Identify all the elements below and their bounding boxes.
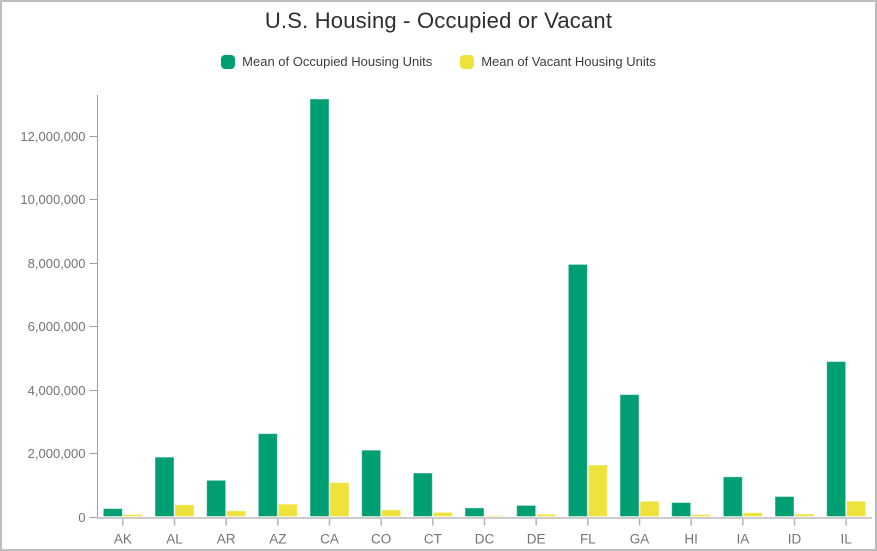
bar-AL-vacant[interactable]	[174, 504, 195, 518]
x-axis-tick-label-HI: HI	[684, 532, 698, 547]
legend-swatch-vacant-icon	[460, 54, 475, 69]
x-axis-tick-label-CO: CO	[371, 532, 391, 547]
bar-AL-occupied[interactable]	[154, 456, 175, 518]
bar-IL-occupied[interactable]	[826, 361, 847, 517]
bar-GA-vacant[interactable]	[639, 500, 660, 518]
bar-AK-occupied[interactable]	[102, 508, 123, 517]
legend-item-occupied[interactable]: Mean of Occupied Housing Units	[221, 54, 432, 69]
bar-GA-occupied[interactable]	[619, 394, 640, 517]
y-axis-tick-label: 4,000,000	[28, 383, 86, 398]
bar-CA-vacant[interactable]	[329, 482, 350, 517]
x-axis-tick-label-DE: DE	[527, 532, 546, 547]
x-axis-tick-label-CT: CT	[424, 532, 442, 547]
bar-ID-occupied[interactable]	[774, 495, 795, 517]
bar-AR-occupied[interactable]	[206, 479, 227, 517]
legend-label-vacant: Mean of Vacant Housing Units	[481, 54, 656, 69]
x-axis-tick-label-IL: IL	[841, 532, 853, 547]
y-axis-tick-label: 2,000,000	[28, 446, 86, 461]
legend: Mean of Occupied Housing Units Mean of V…	[2, 54, 875, 69]
bar-DC-vacant[interactable]	[484, 515, 505, 517]
bar-IA-occupied[interactable]	[722, 476, 743, 517]
bar-CT-occupied[interactable]	[412, 472, 433, 518]
legend-swatch-occupied-icon	[221, 54, 236, 69]
bar-IL-vacant[interactable]	[846, 500, 867, 518]
x-axis-tick-label-ID: ID	[788, 532, 802, 547]
x-axis-tick-label-GA: GA	[630, 532, 650, 547]
bar-DE-vacant[interactable]	[536, 513, 557, 518]
bar-CO-vacant[interactable]	[381, 509, 402, 517]
x-axis-tick-label-AK: AK	[114, 532, 132, 547]
bar-AR-vacant[interactable]	[226, 510, 247, 518]
bar-CT-vacant[interactable]	[432, 511, 453, 517]
bar-HI-occupied[interactable]	[671, 502, 692, 517]
x-axis-tick-label-AL: AL	[166, 532, 183, 547]
y-axis-tick-label: 6,000,000	[28, 319, 86, 334]
bar-ID-vacant[interactable]	[794, 513, 815, 517]
bar-CA-occupied[interactable]	[309, 98, 330, 518]
chart-title: U.S. Housing - Occupied or Vacant	[264, 8, 613, 33]
x-axis-tick-label-CA: CA	[320, 532, 339, 547]
y-axis-tick-label: 8,000,000	[28, 256, 86, 271]
bar-FL-vacant[interactable]	[587, 464, 608, 518]
bar-AZ-occupied[interactable]	[257, 433, 278, 518]
bar-CO-occupied[interactable]	[361, 449, 382, 517]
legend-label-occupied: Mean of Occupied Housing Units	[242, 54, 433, 69]
bar-AK-vacant[interactable]	[122, 514, 143, 517]
x-axis-tick-label-AR: AR	[217, 532, 236, 547]
legend-item-vacant[interactable]: Mean of Vacant Housing Units	[460, 54, 656, 69]
bar-DC-occupied[interactable]	[464, 507, 485, 517]
y-axis-tick-label: 10,000,000	[20, 192, 85, 207]
bar-AZ-vacant[interactable]	[277, 503, 298, 517]
bar-FL-occupied[interactable]	[567, 263, 588, 517]
y-axis-tick-label: 0	[78, 510, 85, 525]
bar-HI-vacant[interactable]	[691, 514, 712, 517]
bar-DE-occupied[interactable]	[516, 504, 537, 518]
x-axis-tick-label-IA: IA	[736, 532, 749, 547]
x-axis-tick-label-DC: DC	[475, 532, 495, 547]
bar-IA-vacant[interactable]	[742, 512, 763, 518]
x-axis-tick-label-AZ: AZ	[269, 532, 286, 547]
x-axis-tick-label-FL: FL	[580, 532, 596, 547]
x-axis-line	[97, 517, 872, 519]
y-axis-tick-label: 12,000,000	[20, 129, 85, 144]
